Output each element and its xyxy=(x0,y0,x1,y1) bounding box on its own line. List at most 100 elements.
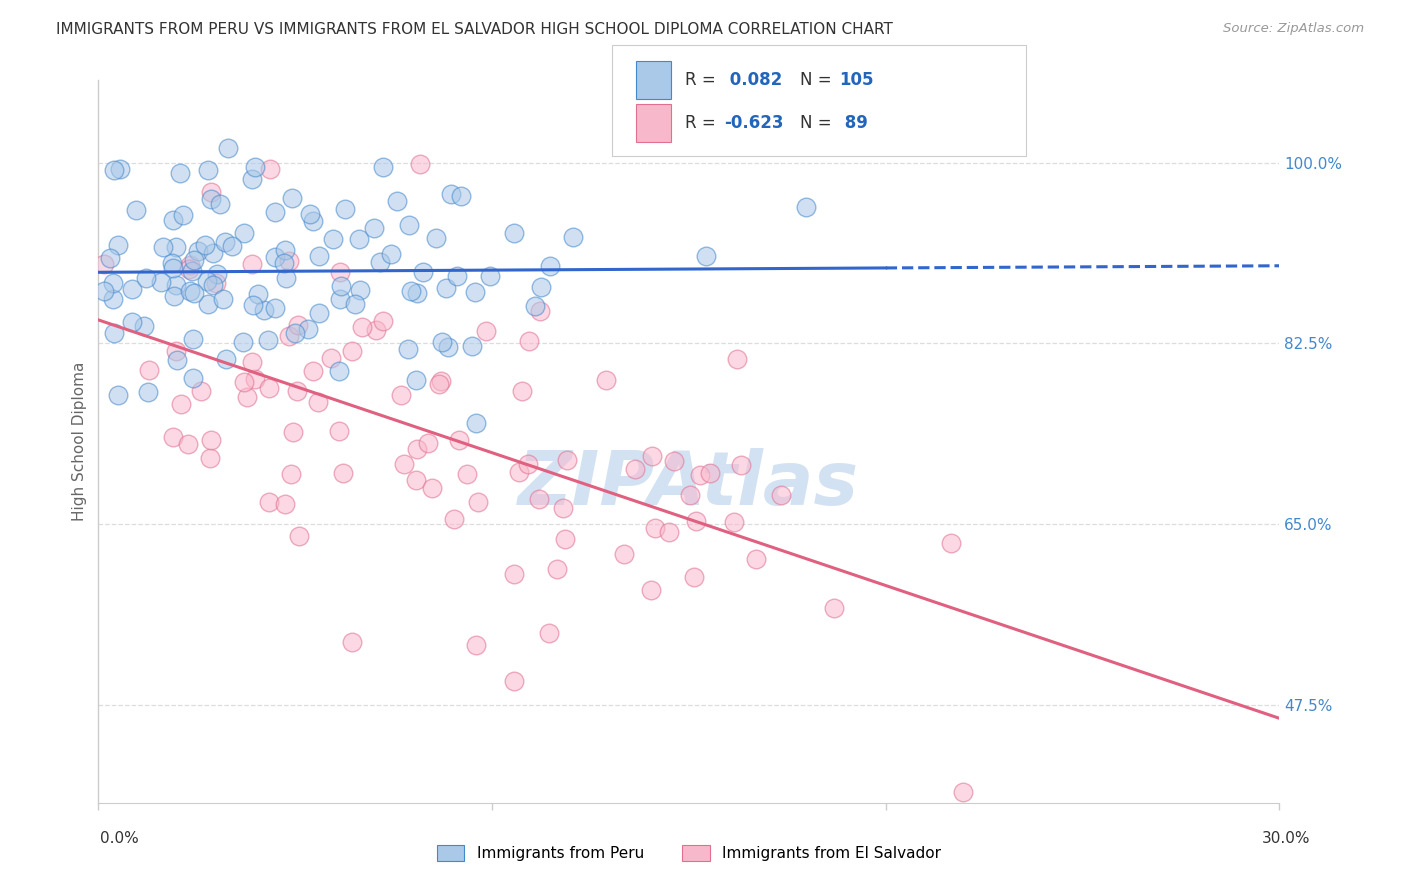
Point xyxy=(107,238,129,252)
Point xyxy=(284,326,307,340)
Text: Source: ZipAtlas.com: Source: ZipAtlas.com xyxy=(1223,22,1364,36)
Point xyxy=(319,351,342,365)
Point xyxy=(214,235,236,250)
Text: ZIPAtlas: ZIPAtlas xyxy=(519,449,859,522)
Point xyxy=(412,265,434,279)
Point xyxy=(243,372,266,386)
Point xyxy=(640,583,662,598)
Point xyxy=(405,373,427,387)
Point xyxy=(285,384,308,399)
Point xyxy=(517,334,540,348)
Point xyxy=(425,230,447,244)
Point xyxy=(103,277,125,291)
Point xyxy=(474,324,496,338)
Point xyxy=(108,161,131,176)
Text: R =: R = xyxy=(685,70,721,89)
Point xyxy=(952,785,974,799)
Point xyxy=(723,515,745,529)
Point xyxy=(523,299,546,313)
Point xyxy=(823,600,845,615)
Point xyxy=(299,207,322,221)
Point xyxy=(396,342,419,356)
Point xyxy=(274,243,297,257)
Point xyxy=(136,384,159,399)
Point xyxy=(529,491,551,506)
Point xyxy=(201,246,224,260)
Point xyxy=(699,466,721,480)
Point xyxy=(274,271,297,285)
Point xyxy=(437,340,460,354)
Point xyxy=(624,462,647,476)
Point xyxy=(465,639,488,653)
Point xyxy=(194,238,217,252)
Point xyxy=(215,351,238,366)
Point xyxy=(208,196,231,211)
Point xyxy=(165,343,187,358)
Point xyxy=(232,334,254,349)
Point xyxy=(177,262,200,277)
Point xyxy=(478,268,501,283)
Point xyxy=(689,468,711,483)
Point xyxy=(200,192,222,206)
Point xyxy=(138,362,160,376)
Point xyxy=(446,269,468,284)
Point xyxy=(107,388,129,402)
Point xyxy=(183,285,205,300)
Point xyxy=(187,244,209,258)
Point xyxy=(264,205,287,219)
Point xyxy=(340,344,363,359)
Point xyxy=(405,473,427,487)
Point xyxy=(329,293,352,307)
Point xyxy=(389,387,412,401)
Point xyxy=(240,355,263,369)
Point xyxy=(467,494,489,508)
Point xyxy=(370,255,392,269)
Point xyxy=(232,375,254,389)
Point xyxy=(197,162,219,177)
Point xyxy=(307,395,329,409)
Point xyxy=(399,284,422,298)
Point xyxy=(253,302,276,317)
Point xyxy=(335,202,357,216)
Text: 89: 89 xyxy=(839,114,869,132)
Point xyxy=(197,297,219,311)
Point xyxy=(183,253,205,268)
Point xyxy=(562,230,585,244)
Point xyxy=(259,161,281,176)
Point xyxy=(152,239,174,253)
Point xyxy=(502,673,524,688)
Point xyxy=(385,194,408,208)
Point xyxy=(422,482,444,496)
Point xyxy=(103,326,125,341)
Point xyxy=(125,203,148,218)
Text: 30.0%: 30.0% xyxy=(1263,831,1310,846)
Point xyxy=(418,436,440,450)
Point xyxy=(162,213,184,227)
Point xyxy=(179,258,201,272)
Point xyxy=(440,187,463,202)
Point xyxy=(461,339,484,353)
Point xyxy=(162,256,184,270)
Point xyxy=(939,536,962,550)
Point xyxy=(555,452,578,467)
Point xyxy=(537,626,560,640)
Point xyxy=(664,454,686,468)
Point xyxy=(679,488,702,502)
Point xyxy=(198,450,221,465)
Point xyxy=(301,214,323,228)
Point xyxy=(371,314,394,328)
Point xyxy=(211,292,233,306)
Point xyxy=(405,442,427,456)
Point xyxy=(217,141,239,155)
Point xyxy=(503,226,526,240)
Point xyxy=(373,160,395,174)
Point xyxy=(247,287,270,301)
Point xyxy=(280,191,302,205)
Point xyxy=(409,157,432,171)
Point xyxy=(257,495,280,509)
Text: IMMIGRANTS FROM PERU VS IMMIGRANTS FROM EL SALVADOR HIGH SCHOOL DIPLOMA CORRELAT: IMMIGRANTS FROM PERU VS IMMIGRANTS FROM … xyxy=(56,22,893,37)
Point xyxy=(322,232,344,246)
Point xyxy=(644,521,666,535)
Point xyxy=(350,319,373,334)
Point xyxy=(465,416,488,430)
